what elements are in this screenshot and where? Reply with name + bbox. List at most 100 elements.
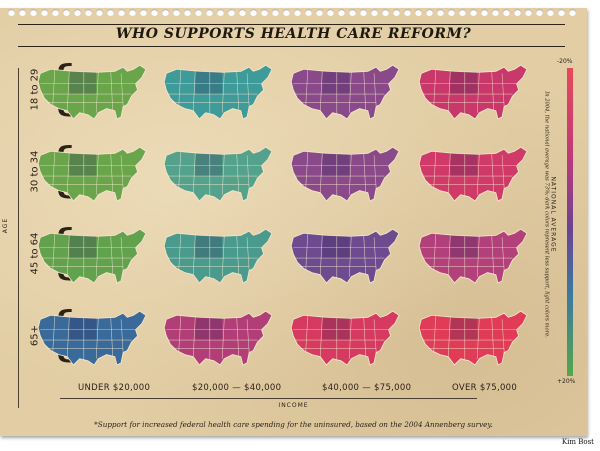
state-border [305,316,309,353]
spiral-hole [140,9,147,16]
state-border [192,317,196,357]
state-shade [69,235,97,259]
state-border [236,71,240,111]
us-outline [290,228,400,284]
us-map-graphic [37,228,147,284]
state-border [178,70,182,107]
state-border [52,70,56,107]
state-border [491,153,495,193]
state-border [236,317,240,357]
state-shade [450,235,478,259]
us-outline [37,146,147,202]
state-border [192,235,196,275]
state-border [501,155,505,189]
spiral-hole [459,9,466,16]
income-group-label: OVER $75,000 [452,383,518,393]
spiral-hole [448,9,455,16]
state-border [476,72,480,113]
spiral-hole [415,9,422,16]
spiral-hole [481,9,488,16]
state-border [95,236,99,277]
state-border [363,153,367,193]
footnote: *Support for increased federal health ca… [94,420,493,429]
state-border [52,234,56,271]
spiral-hole [107,9,114,16]
state-border [373,155,377,189]
state-border [246,155,250,189]
us-map-graphic [418,228,528,284]
us-map-graphic [37,146,147,202]
state-border [221,154,225,195]
us-outline [37,64,147,120]
spiral-hole [129,9,136,16]
title-rule-top [18,24,565,25]
state-border [447,153,451,193]
state-border [319,71,323,111]
us-outline [290,310,400,366]
state-border [110,235,114,275]
income-group-label: UNDER $20,000 [78,383,151,393]
us-state-map [285,56,401,126]
spiral-hole [217,9,224,16]
state-shade [69,153,97,177]
us-state-map [158,220,274,290]
state-border [246,73,250,107]
state-border [447,235,451,275]
us-outline [37,310,147,366]
state-border [178,152,182,189]
state-shade [69,317,97,341]
us-map-graphic [418,310,528,366]
us-outline [163,146,273,202]
us-outline [163,228,273,284]
state-border [66,235,70,275]
age-axis-label: AGE [2,217,10,234]
us-state-map [32,138,148,208]
spiral-hole [327,9,334,16]
spiral-hole [492,9,499,16]
us-state-map [285,302,401,372]
spiral-hole [85,9,92,16]
us-state-map [413,302,529,372]
state-border [120,73,124,107]
state-border [373,73,377,107]
state-border [178,316,182,353]
spiral-hole [349,9,356,16]
us-state-map [32,56,148,126]
us-outline [163,310,273,366]
state-border [246,319,250,353]
spiral-hole [514,9,521,16]
state-shade [195,235,223,259]
spiral-hole [8,9,15,16]
state-border [52,152,56,189]
us-map-graphic [163,64,273,120]
spiral-hole [19,9,26,16]
us-state-map [413,56,529,126]
state-border [501,319,505,353]
spiral-hole [305,9,312,16]
state-shade [195,317,223,341]
us-state-map [158,138,274,208]
us-outline [37,228,147,284]
state-border [236,235,240,275]
state-shade [450,71,478,95]
spiral-hole [547,9,554,16]
spiral-hole [162,9,169,16]
spiral-hole [74,9,81,16]
income-group-label: $40,000 — $75,000 [322,383,412,393]
legend-note: In 2004, the national average was 73%; d… [543,91,550,338]
spiral-hole [426,9,433,16]
state-border [120,155,124,189]
state-border [348,236,352,277]
legend-top-value: -20% [557,58,573,65]
us-state-map [413,138,529,208]
state-border [221,72,225,113]
us-outline [290,64,400,120]
state-border [363,317,367,357]
state-border [348,318,352,359]
state-border [178,234,182,271]
income-axis-label: INCOME [278,402,309,409]
state-border [373,319,377,353]
us-outline [163,64,273,120]
state-border [110,153,114,193]
spiral-hole [338,9,345,16]
